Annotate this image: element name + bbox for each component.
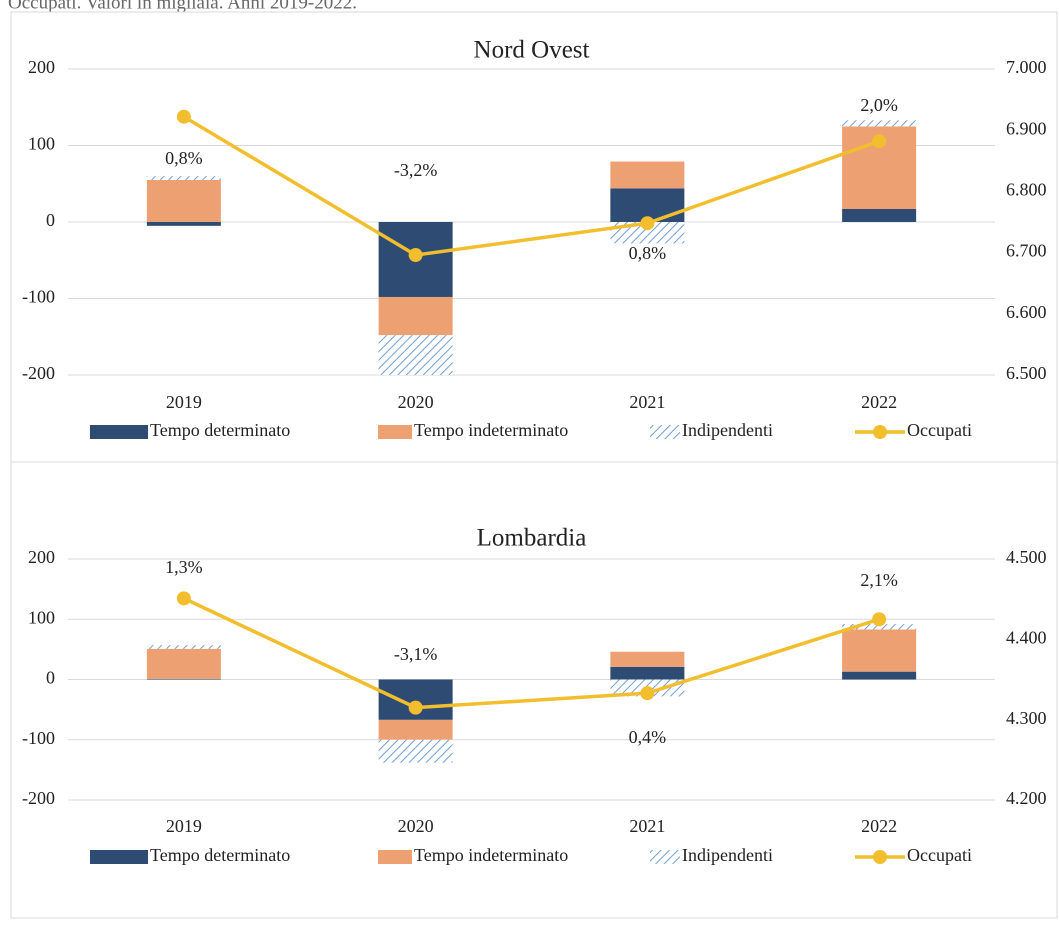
bar: [610, 651, 685, 667]
line: [183, 596, 880, 710]
y2-tick-label: 7.000: [1006, 57, 1047, 77]
y-tick-label: 200: [28, 547, 55, 567]
legend-label: Tempo determinato: [150, 420, 290, 440]
bar: [146, 176, 221, 180]
legend-swatch: [873, 425, 887, 439]
data-label: -3,2%: [394, 160, 438, 180]
y-tick-label: 0: [46, 668, 55, 688]
line-marker: [176, 109, 191, 124]
line-marker: [640, 216, 655, 231]
y-tick-label: -100: [22, 728, 55, 748]
bar: [146, 648, 221, 679]
y-tick-label: 100: [28, 607, 55, 627]
bar: [842, 629, 917, 672]
y-tick-label: 200: [28, 57, 55, 77]
bar: [378, 296, 453, 336]
bar: [378, 335, 453, 375]
legend-label: Tempo indeterminato: [414, 420, 568, 440]
line-marker: [176, 591, 191, 606]
line-marker: [408, 248, 423, 263]
y-tick-label: -100: [22, 287, 55, 307]
legend-swatch: [873, 850, 887, 864]
x-tick-label: 2022: [861, 392, 897, 412]
legend-swatch: [90, 850, 148, 864]
bar: [610, 666, 685, 680]
bar: [842, 671, 917, 680]
y2-tick-label: 6.900: [1006, 118, 1047, 138]
legend-swatch: [378, 850, 412, 864]
data-label: 2,0%: [860, 95, 898, 115]
legend-label: Tempo determinato: [150, 845, 290, 865]
y2-tick-label: 4.500: [1006, 547, 1047, 567]
y2-tick-label: 6.500: [1006, 363, 1047, 383]
y-tick-label: -200: [22, 363, 55, 383]
bar: [146, 645, 221, 649]
legend-swatch: [378, 425, 412, 439]
data-label: 2,1%: [860, 570, 898, 590]
x-tick-label: 2019: [166, 816, 202, 836]
data-label: -3,1%: [394, 644, 438, 664]
caption: Occupati. Valori in migliaia. Anni 2019-…: [8, 0, 357, 13]
line-marker: [872, 612, 887, 627]
data-label: 0,4%: [629, 727, 667, 747]
panel-border: [10, 461, 1058, 919]
y2-tick-label: 6.600: [1006, 302, 1047, 322]
bar: [146, 179, 221, 222]
legend-label: Tempo indeterminato: [414, 845, 568, 865]
chart-title: Nord Ovest: [474, 37, 590, 64]
x-tick-label: 2019: [166, 392, 202, 412]
legend-label: Indipendenti: [682, 845, 773, 865]
y2-tick-label: 6.800: [1006, 180, 1047, 200]
y-tick-label: -200: [22, 788, 55, 808]
bar: [378, 739, 453, 763]
y-tick-label: 100: [28, 134, 55, 154]
x-tick-label: 2021: [629, 392, 665, 412]
bar: [378, 719, 453, 740]
x-tick-label: 2021: [629, 816, 665, 836]
line-marker: [408, 700, 423, 715]
y2-tick-label: 4.400: [1006, 627, 1047, 647]
legend-swatch: [650, 850, 680, 864]
bar: [610, 161, 685, 189]
x-tick-label: 2022: [861, 816, 897, 836]
y2-tick-label: 4.200: [1006, 788, 1047, 808]
line-marker: [872, 134, 887, 149]
legend-label: Occupati: [907, 420, 972, 440]
legend-label: Indipendenti: [682, 420, 773, 440]
x-tick-label: 2020: [398, 392, 434, 412]
bar: [842, 208, 917, 222]
data-label: 0,8%: [165, 148, 203, 168]
legend-label: Occupati: [907, 845, 972, 865]
y2-tick-label: 4.300: [1006, 708, 1047, 728]
data-label: 1,3%: [165, 557, 203, 577]
bar: [842, 120, 917, 127]
legend-swatch: [650, 425, 680, 439]
line: [182, 115, 880, 257]
legend-swatch: [90, 425, 148, 439]
bar: [842, 624, 917, 630]
y-tick-label: 0: [46, 210, 55, 230]
line-marker: [640, 686, 655, 701]
bar: [146, 678, 221, 680]
x-tick-label: 2020: [398, 816, 434, 836]
y2-tick-label: 6.700: [1006, 241, 1047, 261]
bar: [146, 222, 221, 226]
chart-title: Lombardia: [477, 525, 587, 552]
data-label: 0,8%: [629, 243, 667, 263]
